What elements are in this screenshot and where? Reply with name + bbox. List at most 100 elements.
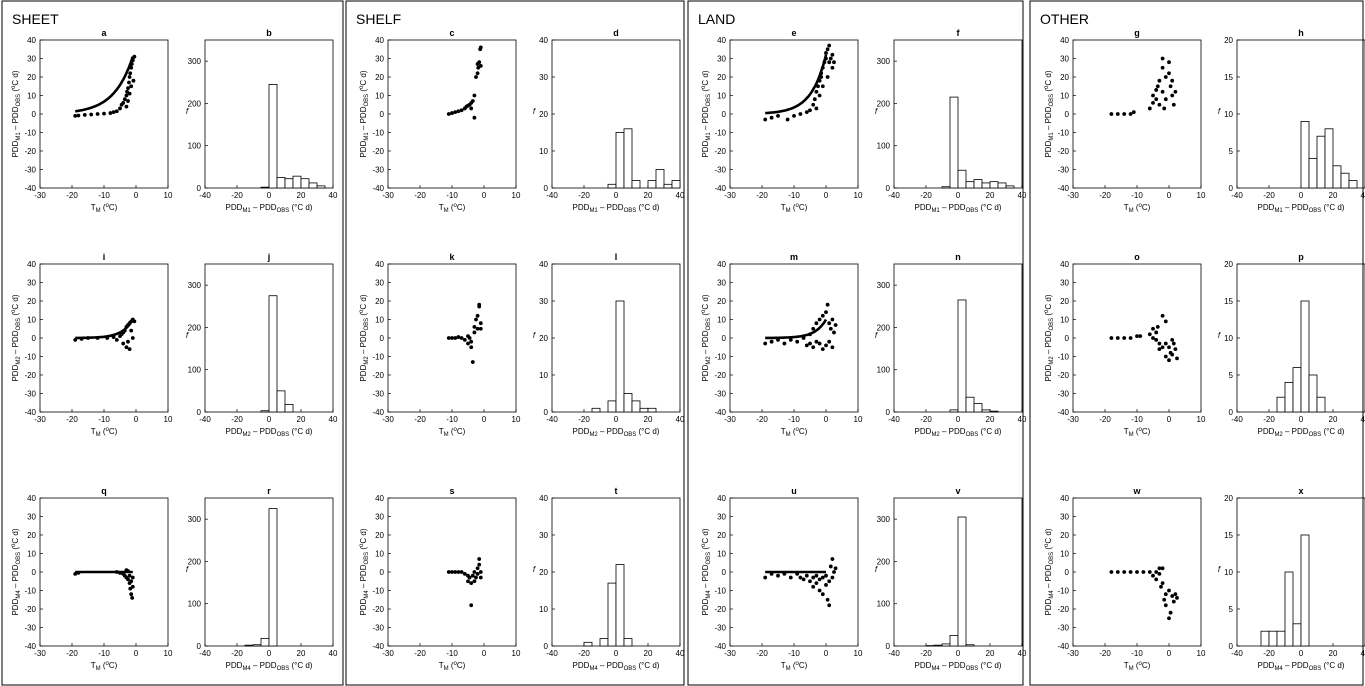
y-tick-label: -10 — [714, 353, 726, 362]
panel-x: x -40 -20 0 20 40 0 5 10 15 20 f PDDM4 – PDDOBS (°C … — [1218, 486, 1365, 672]
data-point — [467, 336, 472, 340]
data-point — [108, 111, 113, 115]
y-tick-label: -10 — [24, 353, 36, 362]
panel-letter: p — [1298, 252, 1304, 262]
histogram-bar — [957, 169, 967, 189]
group-title-shelf: SHELF — [356, 11, 401, 27]
data-point — [1163, 341, 1168, 346]
histogram-bar — [1292, 367, 1302, 413]
data-point — [817, 93, 822, 98]
histogram-bar — [268, 508, 278, 647]
data-point — [478, 575, 483, 580]
data-point — [130, 584, 135, 589]
data-point — [474, 75, 478, 79]
y-tick-label: -20 — [714, 605, 726, 614]
data-point — [814, 339, 819, 344]
y-tick-label: 0 — [197, 408, 202, 417]
y-tick-label: -40 — [24, 184, 36, 193]
data-point — [1167, 616, 1171, 621]
y-tick-label: 0 — [886, 408, 891, 417]
histogram-bar — [1284, 381, 1294, 413]
data-point — [126, 99, 130, 103]
data-point — [478, 321, 483, 326]
histogram-bar — [1300, 300, 1310, 413]
y-tick-label: 30 — [375, 513, 384, 522]
y-tick-label: 40 — [27, 36, 36, 45]
data-point — [788, 337, 793, 342]
data-point — [111, 335, 116, 339]
data-point — [785, 117, 790, 122]
y-tick-label: 10 — [1224, 568, 1233, 577]
y-tick-label: 200 — [877, 557, 891, 566]
y-tick-label: 20 — [27, 531, 36, 540]
histogram-bar — [631, 180, 641, 189]
y-tick-label: 10 — [27, 92, 36, 101]
x-tick-label: -10 — [446, 649, 458, 658]
y-tick-label: -30 — [1057, 390, 1069, 399]
panel-letter: w — [1132, 486, 1141, 496]
y-tick-label: 15 — [1224, 73, 1233, 82]
panel-b: b -40 -20 0 20 40 0 100 200 300 f PDDM1 – PDDOBS (°… — [186, 28, 338, 214]
y-tick-label: 10 — [717, 550, 726, 559]
histogram-bar — [599, 638, 609, 647]
data-point — [814, 321, 819, 326]
data-point — [95, 336, 100, 340]
y-tick-label: 10 — [375, 92, 384, 101]
data-point — [118, 106, 122, 111]
x-tick-label: 0 — [956, 191, 961, 200]
panel-letter: g — [1134, 28, 1140, 38]
y-tick-label: 30 — [1060, 279, 1069, 288]
x-tick-label: 40 — [1018, 415, 1027, 424]
y-tick-label: -30 — [372, 390, 384, 399]
x-tick-label: 0 — [267, 415, 272, 424]
data-point — [827, 43, 832, 48]
y-tick-label: 20 — [1224, 260, 1233, 269]
data-point — [824, 310, 828, 314]
panel-letter: d — [613, 28, 619, 38]
y-tick-label: -40 — [714, 184, 726, 193]
y-tick-label: -10 — [1057, 129, 1069, 138]
data-point — [470, 99, 475, 103]
data-point — [1154, 337, 1159, 342]
panel-letter: m — [790, 252, 798, 262]
data-point — [819, 71, 824, 76]
x-tick-label: -20 — [1099, 649, 1111, 658]
data-point — [1115, 336, 1120, 340]
data-point — [478, 326, 483, 331]
y-tick-label: -40 — [1057, 184, 1069, 193]
data-point — [1160, 65, 1165, 70]
data-point — [763, 117, 768, 122]
histogram-bar — [268, 295, 278, 413]
histogram-bar — [1332, 165, 1342, 189]
x-tick-label: 0 — [1299, 415, 1304, 424]
x-tick-label: -10 — [446, 415, 458, 424]
data-point — [1157, 78, 1162, 83]
x-axis-label: PDDM1 – PDDOBS (°C d) — [573, 203, 660, 214]
x-tick-label: 10 — [164, 415, 173, 424]
x-tick-label: 20 — [297, 649, 306, 658]
data-point — [450, 570, 454, 574]
y-axis-label: f — [1218, 565, 1221, 574]
data-point — [1167, 358, 1171, 363]
x-tick-label: -20 — [231, 191, 243, 200]
y-tick-label: -40 — [372, 642, 384, 651]
data-point — [1147, 570, 1152, 574]
y-tick-label: -10 — [24, 587, 36, 596]
y-tick-label: 10 — [1060, 550, 1069, 559]
histogram-bar — [268, 84, 278, 189]
data-point — [820, 347, 825, 351]
data-point — [129, 592, 134, 597]
y-tick-label: 30 — [1060, 513, 1069, 522]
data-point — [824, 573, 828, 578]
data-point — [1160, 313, 1165, 318]
data-point — [833, 323, 838, 327]
data-point — [808, 108, 812, 113]
x-tick-label: -20 — [578, 649, 590, 658]
y-tick-label: -10 — [714, 587, 726, 596]
x-tick-label: -10 — [98, 415, 110, 424]
y-tick-label: 30 — [27, 55, 36, 64]
x-tick-label: 0 — [267, 191, 272, 200]
x-tick-label: 40 — [1018, 191, 1027, 200]
y-axis-label: f — [1218, 331, 1221, 340]
